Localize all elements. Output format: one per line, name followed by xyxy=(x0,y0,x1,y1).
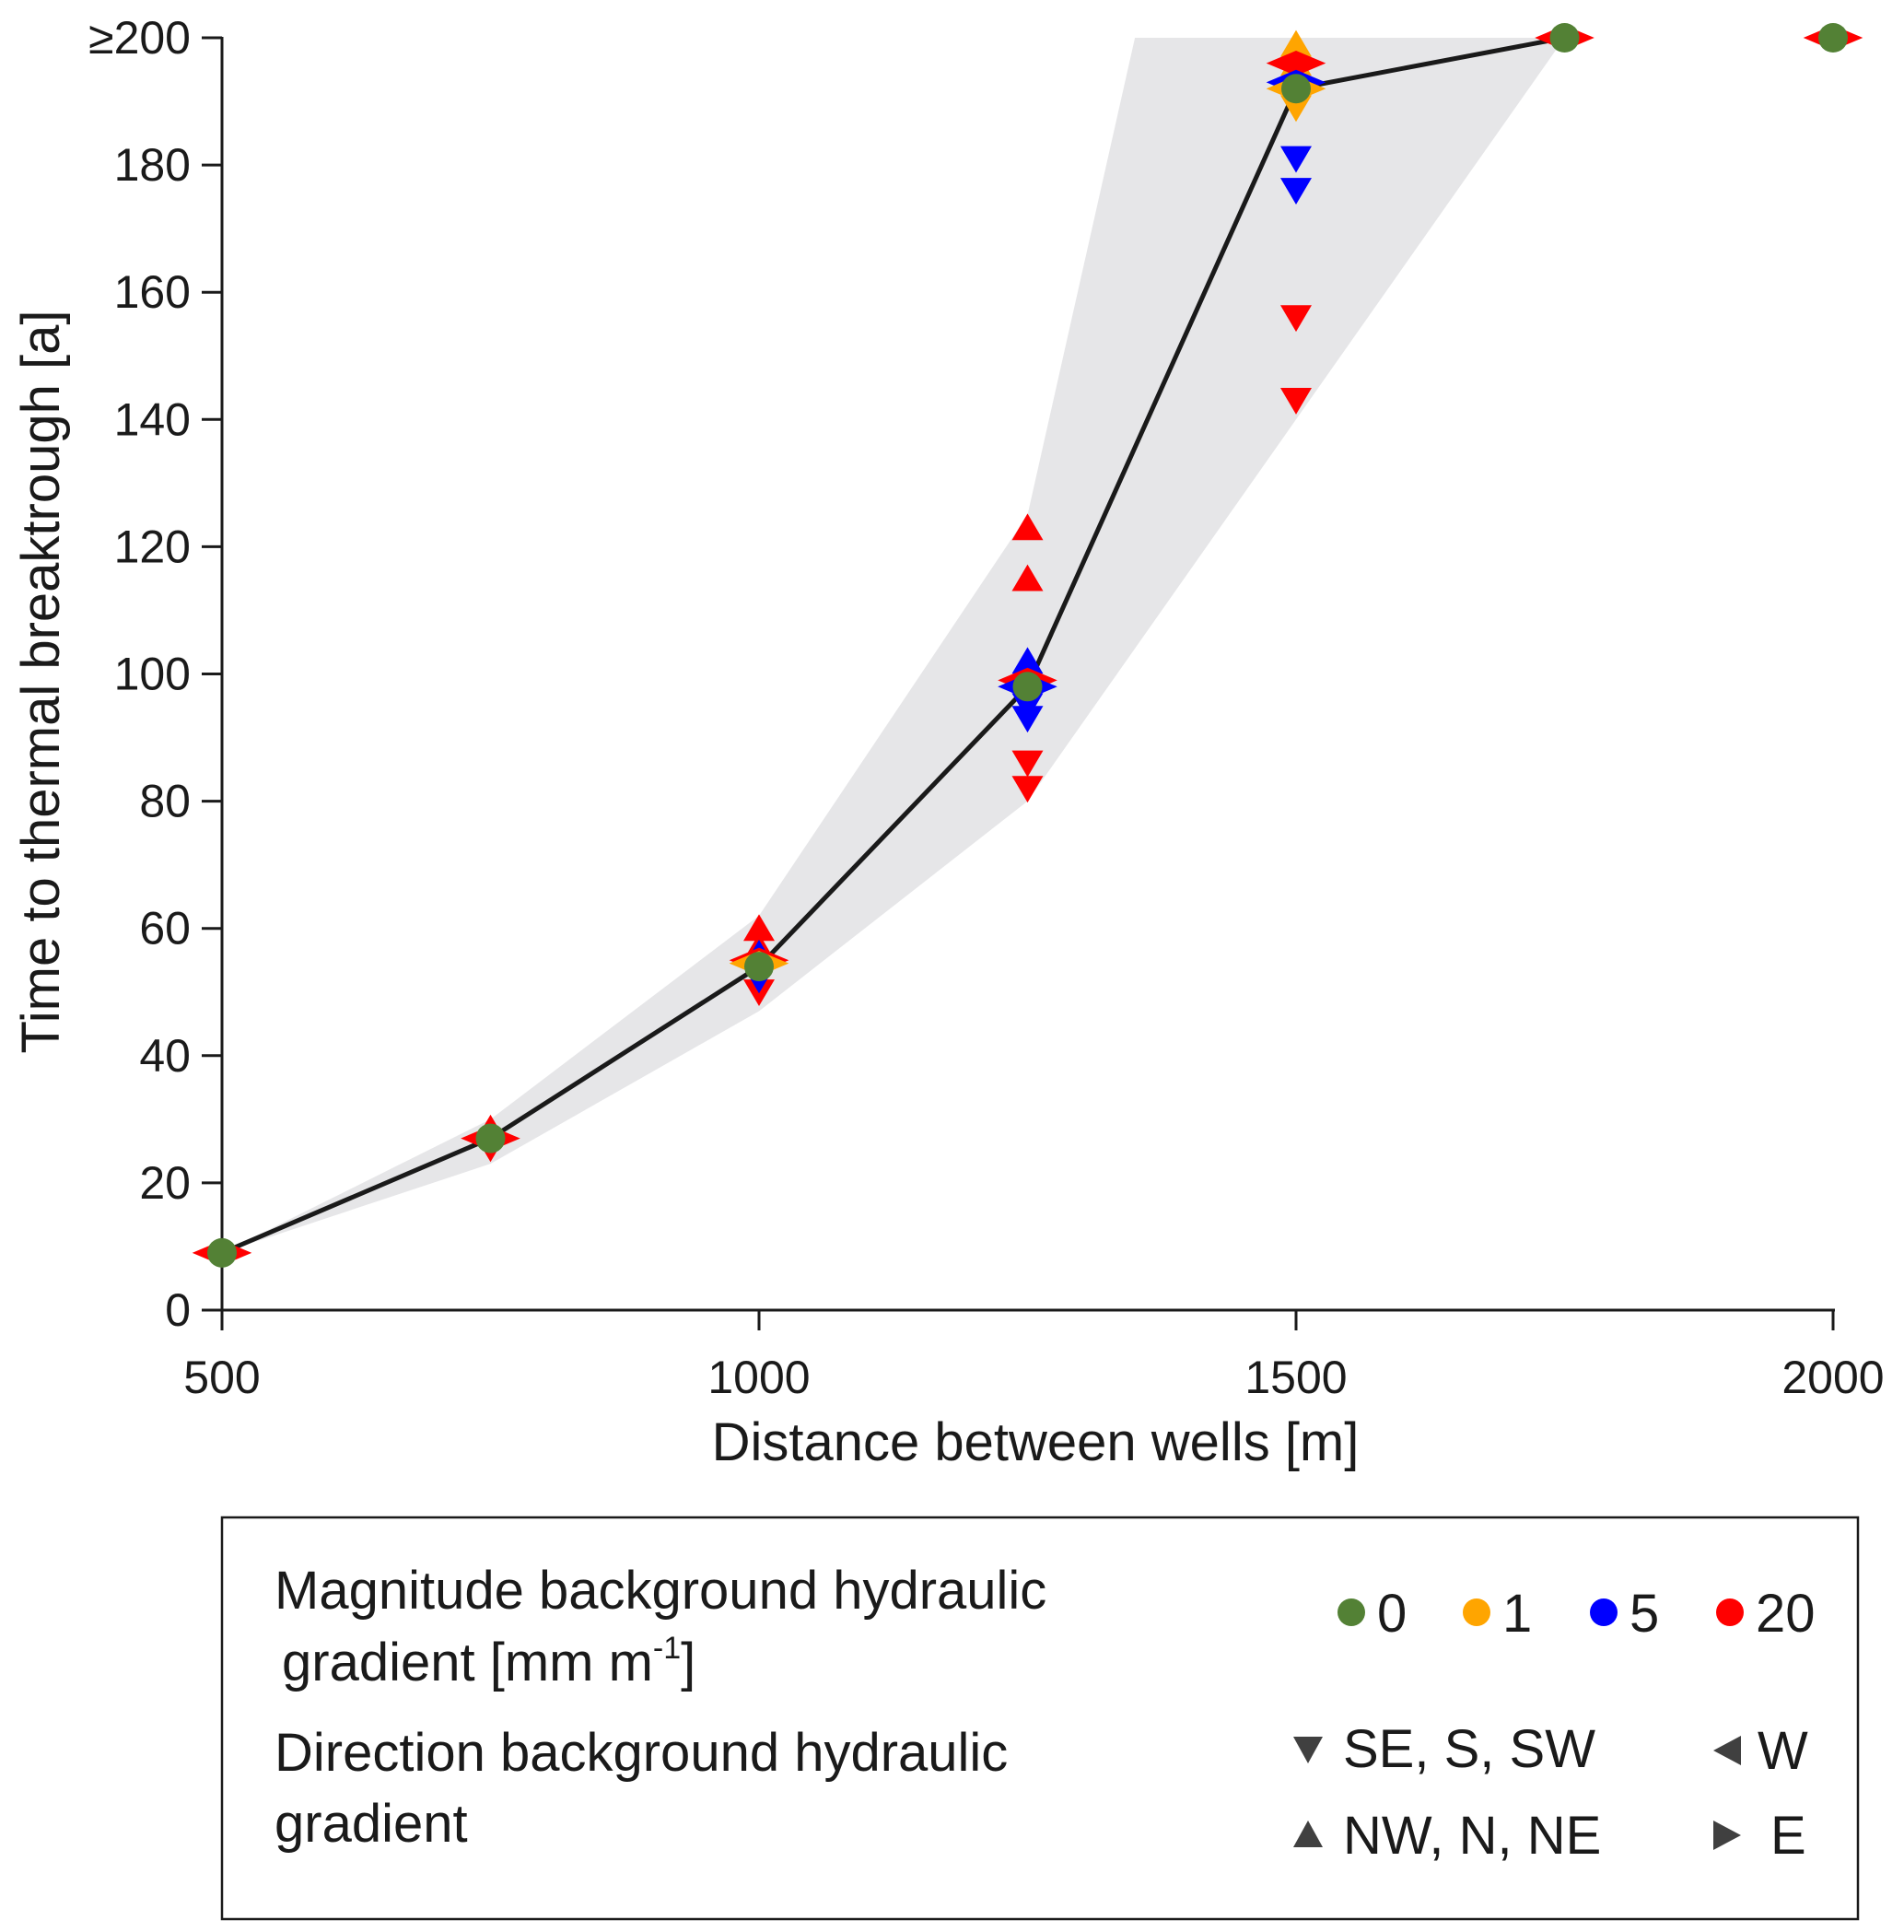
marker-point xyxy=(1549,23,1580,53)
legend-magnitude-title-line1: Magnitude background hydraulic xyxy=(275,1561,1046,1621)
legend-magnitude-label: 5 xyxy=(1629,1584,1659,1644)
axes: 0 20 40 60 80 100 120 140 160 180 ≥200 500 1000 1500 2… xyxy=(88,12,1884,1403)
mean-line-layer xyxy=(221,35,1565,1256)
marker-layer xyxy=(192,23,1863,1268)
legend-direction-east: E xyxy=(1770,1806,1806,1866)
legend-right-triangle-icon xyxy=(1713,1821,1741,1850)
marker-point xyxy=(207,1237,237,1268)
marker-point xyxy=(1818,23,1848,53)
x-tick-label: 1500 xyxy=(1244,1352,1347,1403)
legend-magnitude-swatch xyxy=(1590,1598,1618,1626)
marker-triangle xyxy=(743,914,775,942)
y-tick-label: 0 xyxy=(165,1284,191,1336)
x-tick-label: 1000 xyxy=(707,1352,810,1403)
marker-triangle xyxy=(1280,146,1312,173)
marker-triangle xyxy=(1280,29,1312,57)
marker-triangle xyxy=(1011,776,1044,803)
range-band xyxy=(222,38,1565,1253)
legend-direction-west: W xyxy=(1758,1721,1808,1781)
y-tick-label: ≥200 xyxy=(88,12,191,64)
marker-point xyxy=(1281,74,1311,104)
marker-triangle xyxy=(1011,750,1044,778)
legend-magnitude-swatch xyxy=(1337,1598,1365,1626)
legend-magnitude-entries: 0 1 5 20 xyxy=(1337,1584,1816,1644)
marker-triangle xyxy=(1280,178,1312,205)
marker-point xyxy=(475,1123,506,1153)
legend-direction-title-line1: Direction background hydraulic xyxy=(275,1723,1008,1783)
y-tick-label: 140 xyxy=(114,393,191,445)
legend-magnitude-title-line2: gradient [mm m-1] xyxy=(282,1631,695,1692)
legend-direction-south: SE, S, SW xyxy=(1343,1719,1595,1779)
mean-line xyxy=(221,35,1565,1256)
legend-direction-north: NW, N, NE xyxy=(1343,1806,1601,1866)
y-tick-label: 60 xyxy=(139,903,191,954)
marker-triangle xyxy=(1011,647,1044,674)
y-tick-label: 40 xyxy=(139,1030,191,1082)
y-tick-label: 80 xyxy=(139,776,191,827)
legend-magnitude-title-end: ] xyxy=(681,1633,695,1692)
marker-triangle xyxy=(1011,513,1044,541)
y-tick-label: 20 xyxy=(139,1157,191,1209)
y-tick-label: 120 xyxy=(114,521,191,572)
marker-triangle xyxy=(1296,51,1326,76)
y-tick-label: 160 xyxy=(114,266,191,318)
marker-triangle xyxy=(1266,51,1296,76)
y-tick-label: 100 xyxy=(114,649,191,700)
marker-triangle xyxy=(1280,305,1312,333)
x-tick-label: 2000 xyxy=(1781,1352,1884,1403)
x-axis-title: Distance between wells [m] xyxy=(712,1412,1360,1472)
marker-triangle xyxy=(1280,95,1312,123)
y-axis-title: Time to thermal breaktrough [a] xyxy=(11,310,71,1054)
legend-down-triangle-icon xyxy=(1293,1737,1323,1763)
marker-triangle xyxy=(1011,564,1044,591)
marker-point xyxy=(1012,672,1043,702)
marker-triangle xyxy=(1011,706,1044,733)
legend-magnitude-label: 1 xyxy=(1502,1584,1532,1644)
legend-magnitude-swatch xyxy=(1463,1598,1490,1626)
legend-box xyxy=(220,1516,1860,1921)
y-tick-label: 180 xyxy=(114,139,191,191)
legend-magnitude-title-sup: -1 xyxy=(653,1631,681,1666)
legend-up-triangle-icon xyxy=(1293,1821,1323,1847)
x-tick-label: 500 xyxy=(183,1352,260,1403)
legend-magnitude-title-text: gradient [mm m xyxy=(282,1633,653,1692)
marker-point xyxy=(744,952,774,982)
legend-magnitude-label: 0 xyxy=(1377,1584,1407,1644)
legend-direction-title-line2: gradient xyxy=(275,1794,468,1854)
range-band-layer xyxy=(222,38,1565,1253)
legend-magnitude-swatch xyxy=(1716,1598,1744,1626)
legend-left-triangle-icon xyxy=(1713,1736,1741,1765)
legend-magnitude-label: 20 xyxy=(1756,1584,1816,1644)
legend: Magnitude background hydraulic gradient … xyxy=(220,1516,1860,1921)
marker-triangle xyxy=(1280,387,1312,415)
